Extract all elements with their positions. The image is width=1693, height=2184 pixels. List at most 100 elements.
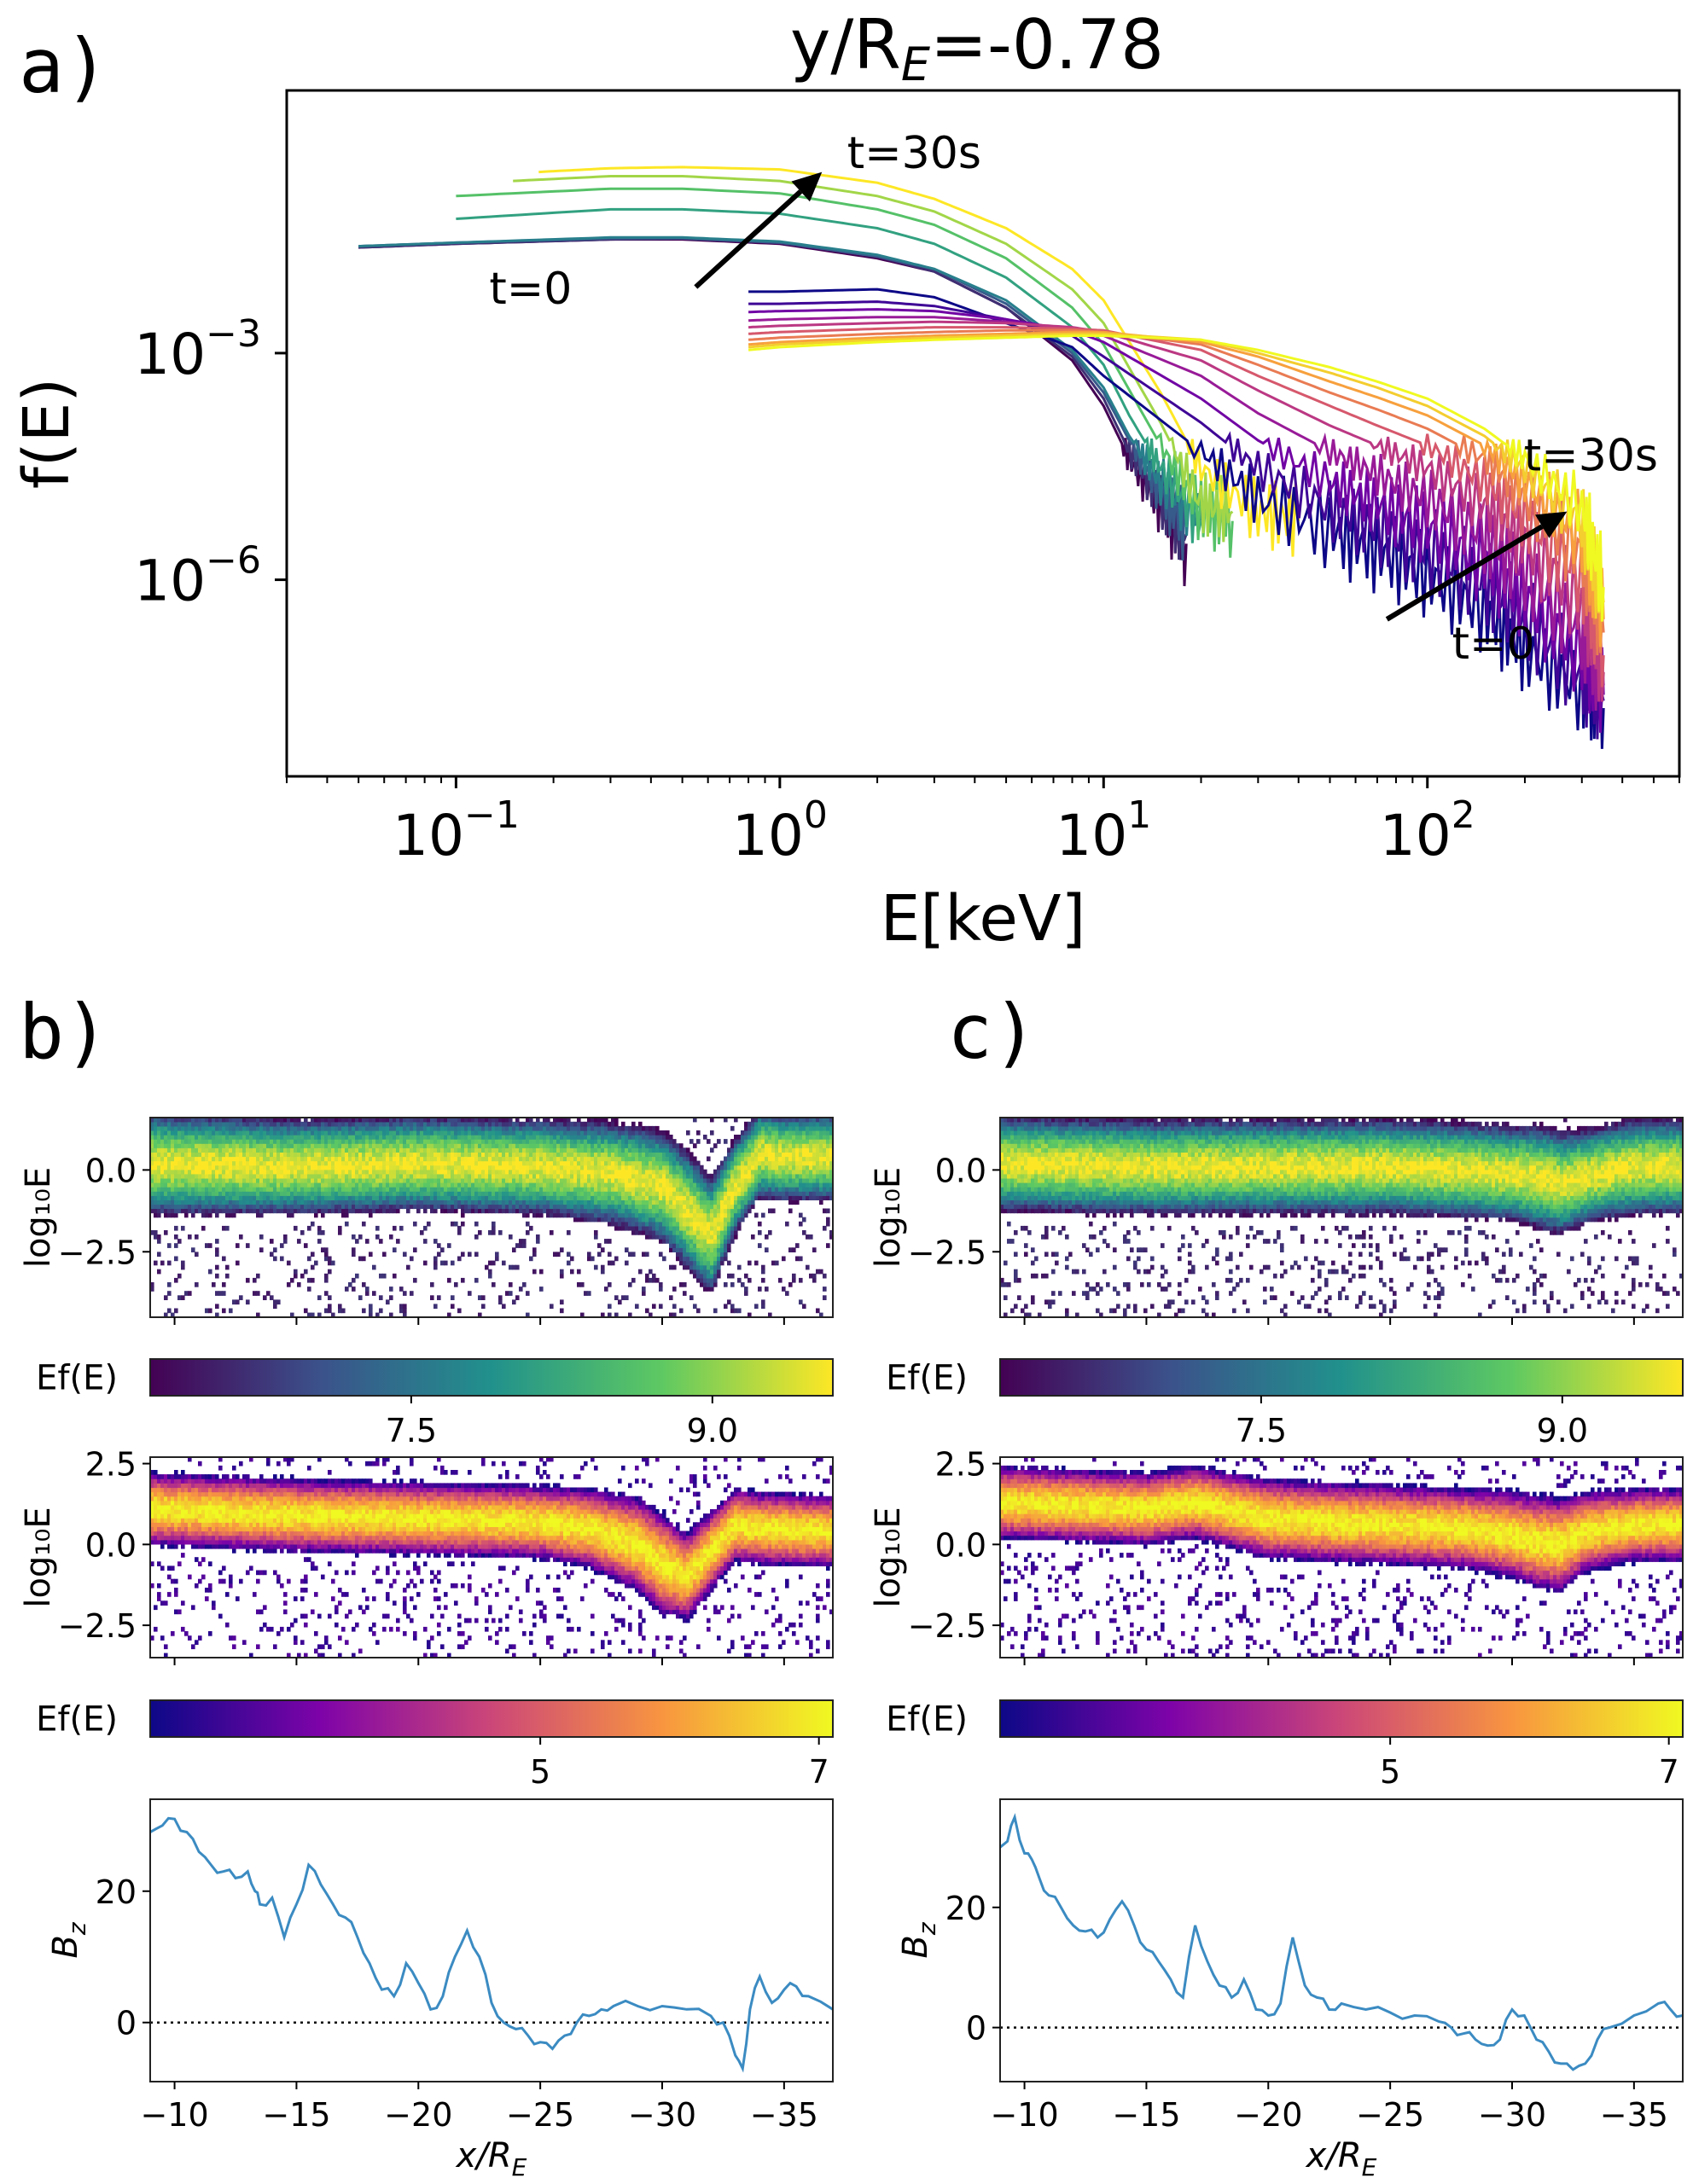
heatmap-cell [229, 1165, 233, 1170]
heatmap-cell [512, 1247, 516, 1252]
heatmap-cell [191, 1165, 195, 1170]
heatmap-cell [754, 1117, 759, 1123]
heatmap-cell [338, 1187, 342, 1192]
heatmap-cell [573, 1204, 578, 1210]
heatmap-cell [311, 1121, 315, 1127]
heatmap-cell [686, 1173, 690, 1179]
heatmap-cell [270, 1125, 274, 1131]
heatmap-cell [488, 1199, 492, 1205]
heatmap-cell [638, 1165, 643, 1170]
heatmap-cell [358, 1195, 363, 1200]
heatmap-cell [393, 1130, 397, 1136]
heatmap-cell [276, 1117, 281, 1123]
heatmap-cell [215, 1177, 219, 1183]
heatmap-cell [406, 1191, 410, 1196]
heatmap-cell [683, 1187, 687, 1192]
heatmap-cell [382, 1135, 387, 1140]
heatmap-cell [642, 1165, 646, 1170]
heatmap-cell [246, 1173, 250, 1179]
heatmap-cell [778, 1277, 783, 1283]
heatmap-cell [669, 1139, 673, 1144]
heatmap-cell [403, 1173, 407, 1179]
heatmap-cell [812, 1173, 817, 1179]
heatmap-cell [577, 1173, 581, 1179]
heatmap-cell [341, 1160, 346, 1166]
heatmap-cell [570, 1187, 574, 1192]
heatmap-cell [785, 1117, 789, 1123]
heatmap-cell [734, 1204, 738, 1210]
heatmap-cell [696, 1273, 701, 1279]
heatmap-cell [666, 1160, 670, 1166]
heatmap-cell [597, 1139, 602, 1144]
heatmap-cell [608, 1156, 612, 1162]
heatmap-cell [812, 1277, 817, 1283]
heatmap-cell [195, 1173, 199, 1179]
heatmap-cell [785, 1221, 789, 1227]
heatmap-cell [638, 1143, 643, 1148]
heatmap-cell [300, 1160, 305, 1166]
heatmap-cell [614, 1169, 619, 1175]
heatmap-cell [437, 1160, 441, 1166]
heatmap-cell [812, 1139, 817, 1144]
heatmap-cell [495, 1117, 499, 1123]
heatmap-cell [720, 1260, 724, 1266]
heatmap-cell [662, 1195, 666, 1200]
heatmap-cell [515, 1121, 520, 1127]
heatmap-cell [198, 1147, 202, 1153]
heatmap-cell [447, 1208, 451, 1214]
heatmap-cell [273, 1143, 277, 1148]
heatmap-cell [601, 1312, 605, 1318]
heatmap-cell [358, 1173, 363, 1179]
heatmap-cell [649, 1169, 653, 1175]
heatmap-cell [567, 1212, 571, 1218]
heatmap-cell [693, 1256, 697, 1262]
heatmap-cell [236, 1204, 240, 1210]
heatmap-cell [167, 1147, 172, 1153]
heatmap-cell [338, 1169, 342, 1175]
heatmap-cell [181, 1147, 185, 1153]
heatmap-cell [570, 1156, 574, 1162]
heatmap-cell [693, 1169, 697, 1175]
heatmap-cell [222, 1139, 226, 1144]
heatmap-cell [649, 1277, 653, 1283]
heatmap-cell [259, 1195, 264, 1200]
heatmap-cell [792, 1277, 796, 1283]
heatmap-cell [700, 1277, 704, 1283]
heatmap-cell [532, 1165, 537, 1170]
heatmap-cell [174, 1165, 178, 1170]
heatmap-cell [423, 1177, 428, 1183]
heatmap-cell [492, 1204, 496, 1210]
heatmap-cell [386, 1299, 390, 1305]
heatmap-cell [249, 1177, 253, 1183]
heatmap-cell [635, 1204, 639, 1210]
heatmap-cell [727, 1299, 731, 1305]
heatmap-cell [611, 1125, 615, 1131]
heatmap-cell [543, 1187, 547, 1192]
heatmap-cell [423, 1182, 428, 1188]
heatmap-cell [403, 1177, 407, 1183]
heatmap-cell [259, 1135, 264, 1140]
heatmap-cell [249, 1208, 253, 1214]
heatmap-cell [505, 1182, 509, 1188]
heatmap-cell [536, 1160, 540, 1166]
heatmap-cell [461, 1135, 465, 1140]
heatmap-cell [273, 1204, 277, 1210]
heatmap-cell [652, 1234, 656, 1240]
heatmap-cell [348, 1160, 352, 1166]
heatmap-cell [649, 1221, 653, 1227]
heatmap-cell [375, 1169, 380, 1175]
heatmap-cell [382, 1252, 387, 1258]
heatmap-cell [744, 1199, 748, 1205]
heatmap-cell [430, 1143, 434, 1148]
heatmap-cell [488, 1156, 492, 1162]
heatmap-cell [765, 1173, 769, 1179]
heatmap-cell [403, 1187, 407, 1192]
heatmap-cell [355, 1173, 359, 1179]
y-axis-label: f(E) [10, 378, 84, 490]
heatmap-cell [635, 1182, 639, 1188]
heatmap-cell [529, 1139, 533, 1144]
heatmap-cell [208, 1212, 212, 1218]
heatmap-cell [713, 1243, 718, 1248]
heatmap-cell [553, 1169, 557, 1175]
heatmap-cell [331, 1195, 335, 1200]
